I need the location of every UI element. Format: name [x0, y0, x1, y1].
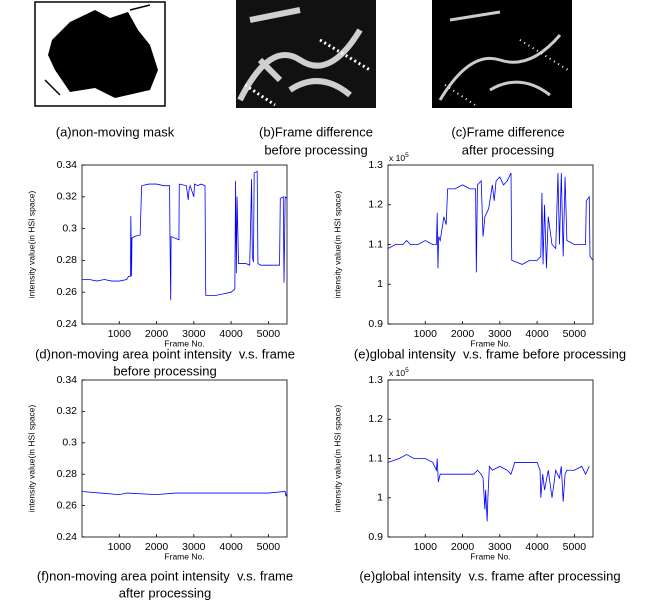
- chart-caption: (f)non-moving area point intensity v.s. …: [37, 568, 293, 583]
- data-line: [81, 491, 288, 497]
- y-tick-label: 0.34: [57, 159, 78, 171]
- x-tick-label: 4000: [525, 541, 549, 553]
- image-caption: (b)Frame difference: [259, 124, 373, 139]
- mask-image: [34, 1, 166, 107]
- x-tick-label: 2000: [145, 541, 169, 553]
- y-tick-label: 0.32: [57, 191, 78, 203]
- y-axis-label: intensity value(in HSI space): [26, 190, 36, 298]
- y-tick-label: 1.1: [368, 238, 383, 250]
- image-caption: before processing: [264, 142, 367, 157]
- chart-caption: (e)global intensity v.s. frame before pr…: [354, 346, 626, 361]
- chart-caption: (d)non-moving area point intensity v.s. …: [35, 346, 295, 361]
- y-tick-label: 0.9: [368, 318, 383, 330]
- plot-area: [81, 164, 288, 325]
- y-scale-label: x 105: [389, 367, 409, 379]
- x-tick-label: 2000: [145, 328, 169, 340]
- x-tick-label: 4000: [219, 541, 243, 553]
- x-tick-label: 3000: [182, 541, 206, 553]
- y-tick-label: 0.32: [57, 405, 78, 417]
- x-tick-label: 5000: [563, 328, 587, 340]
- x-tick-label: 5000: [257, 541, 281, 553]
- x-tick-label: 3000: [182, 328, 206, 340]
- x-axis-label: Frame No.: [164, 551, 204, 561]
- y-scale-label: x 105: [389, 152, 409, 164]
- image-caption: (a)non-moving mask: [56, 124, 175, 139]
- x-tick-label: 5000: [257, 328, 281, 340]
- y-scale-exponent: 5: [405, 367, 409, 374]
- y-tick-label: 0.24: [57, 531, 78, 543]
- x-tick-label: 5000: [563, 541, 587, 553]
- y-tick-label: 1: [377, 492, 383, 504]
- y-tick-label: 1.1: [368, 452, 383, 464]
- image-caption: (c)Frame difference: [451, 124, 564, 139]
- data-line: [82, 170, 288, 301]
- y-tick-label: 0.3: [62, 437, 77, 449]
- data-line: [387, 172, 594, 273]
- x-tick-label: 4000: [525, 328, 549, 340]
- x-tick-label: 3000: [488, 541, 512, 553]
- x-tick-label: 1000: [414, 541, 438, 553]
- y-tick-label: 1.3: [368, 159, 383, 171]
- y-tick-label: 0.28: [57, 254, 78, 266]
- y-scale-base: x 10: [389, 153, 405, 163]
- chart-caption: (e)global intensity v.s. frame after pro…: [359, 568, 620, 583]
- y-axis-label: intensity value(in HSI space): [332, 190, 342, 298]
- x-axis-label: Frame No.: [164, 338, 204, 348]
- y-tick-label: 1.3: [368, 374, 383, 386]
- x-tick-label: 4000: [219, 328, 243, 340]
- plot-area: [81, 379, 288, 538]
- y-scale-base: x 10: [389, 368, 405, 378]
- y-tick-label: 0.34: [57, 374, 78, 386]
- x-axis-label: Frame No.: [470, 551, 510, 561]
- x-tick-label: 1000: [108, 541, 132, 553]
- x-tick-label: 2000: [451, 328, 475, 340]
- y-tick-label: 0.3: [62, 222, 77, 234]
- image-caption: after processing: [462, 142, 555, 157]
- y-axis-label: intensity value(in HSI space): [332, 404, 342, 512]
- chart-caption: before processing: [113, 363, 216, 378]
- chart-caption: after processing: [119, 585, 212, 600]
- y-tick-label: 1.2: [368, 413, 383, 425]
- y-tick-label: 0.26: [57, 286, 78, 298]
- x-axis-label: Frame No.: [470, 338, 510, 348]
- y-tick-label: 0.24: [57, 318, 78, 330]
- x-tick-label: 2000: [451, 541, 475, 553]
- data-line: [387, 454, 590, 522]
- plot-area: [387, 164, 594, 325]
- x-tick-label: 1000: [414, 328, 438, 340]
- y-tick-label: 1.2: [368, 199, 383, 211]
- x-tick-label: 3000: [488, 328, 512, 340]
- y-axis-label: intensity value(in HSI space): [26, 404, 36, 512]
- frame-difference-before-image: [236, 0, 376, 108]
- y-tick-label: 1: [377, 278, 383, 290]
- y-tick-label: 0.26: [57, 499, 78, 511]
- x-tick-label: 1000: [108, 328, 132, 340]
- frame-difference-after-image: [432, 0, 572, 108]
- y-scale-exponent: 5: [405, 152, 409, 159]
- y-tick-label: 0.28: [57, 468, 78, 480]
- y-tick-label: 0.9: [368, 531, 383, 543]
